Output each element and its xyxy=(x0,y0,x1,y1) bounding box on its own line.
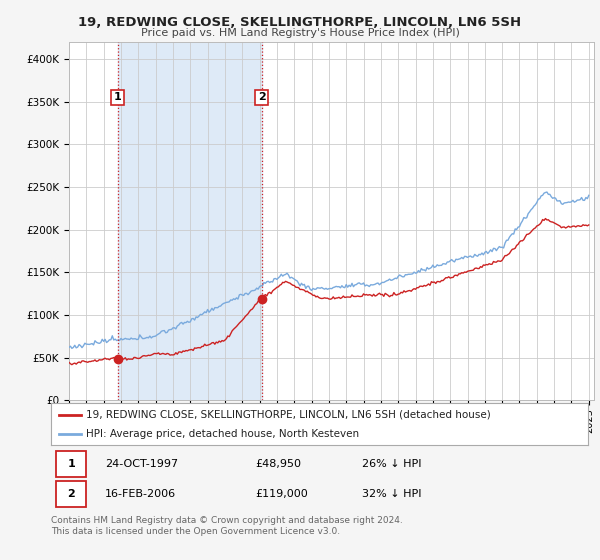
Text: £48,950: £48,950 xyxy=(255,459,301,469)
Bar xyxy=(118,42,262,400)
Text: HPI: Average price, detached house, North Kesteven: HPI: Average price, detached house, Nort… xyxy=(86,429,359,439)
Text: £119,000: £119,000 xyxy=(255,489,308,500)
Text: 19, REDWING CLOSE, SKELLINGTHORPE, LINCOLN, LN6 5SH (detached house): 19, REDWING CLOSE, SKELLINGTHORPE, LINCO… xyxy=(86,409,491,419)
FancyBboxPatch shape xyxy=(56,482,86,507)
Text: 1: 1 xyxy=(67,459,75,469)
Text: Price paid vs. HM Land Registry's House Price Index (HPI): Price paid vs. HM Land Registry's House … xyxy=(140,28,460,38)
Text: 24-OCT-1997: 24-OCT-1997 xyxy=(105,459,178,469)
Text: Contains HM Land Registry data © Crown copyright and database right 2024.
This d: Contains HM Land Registry data © Crown c… xyxy=(51,516,403,536)
Text: 2: 2 xyxy=(67,489,75,500)
FancyBboxPatch shape xyxy=(56,451,86,477)
Text: 19, REDWING CLOSE, SKELLINGTHORPE, LINCOLN, LN6 5SH: 19, REDWING CLOSE, SKELLINGTHORPE, LINCO… xyxy=(79,16,521,29)
Text: 32% ↓ HPI: 32% ↓ HPI xyxy=(362,489,422,500)
Text: 16-FEB-2006: 16-FEB-2006 xyxy=(105,489,176,500)
Text: 26% ↓ HPI: 26% ↓ HPI xyxy=(362,459,422,469)
Text: 2: 2 xyxy=(258,92,266,102)
Text: 1: 1 xyxy=(114,92,122,102)
